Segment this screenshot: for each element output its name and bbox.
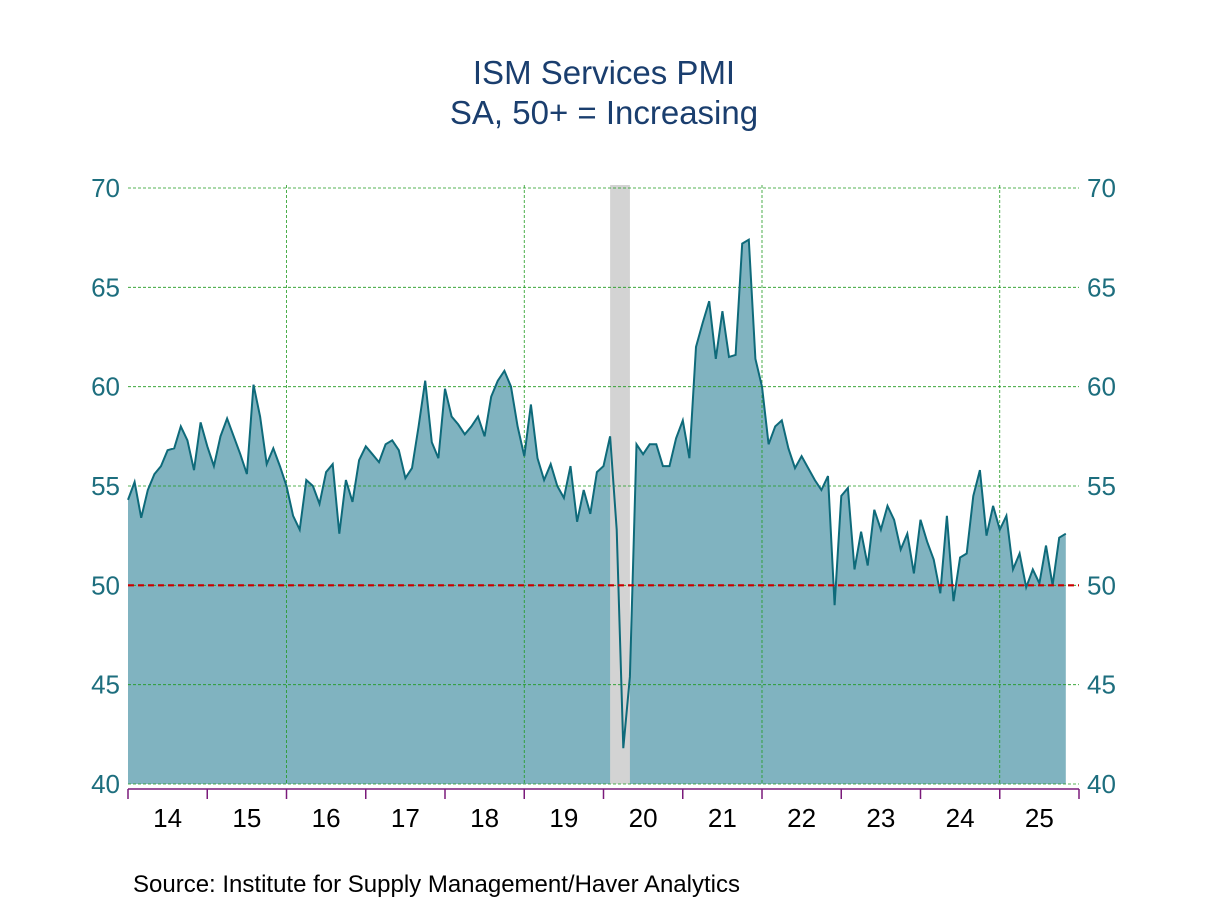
y-tick-label-right: 40: [1087, 769, 1116, 799]
y-tick-label-left: 50: [91, 570, 120, 600]
y-tick-label-right: 60: [1087, 372, 1116, 402]
x-tick-label: 23: [866, 803, 895, 833]
x-tick-label: 17: [391, 803, 420, 833]
y-tick-label-left: 55: [91, 471, 120, 501]
x-tick-label: 24: [946, 803, 975, 833]
y-tick-label-right: 65: [1087, 272, 1116, 302]
y-tick-label-left: 70: [91, 173, 120, 203]
x-tick-label: 14: [153, 803, 182, 833]
recession-band: [610, 185, 630, 784]
x-tick-label: 19: [549, 803, 578, 833]
series-area: [128, 239, 1066, 784]
x-tick-label: 15: [232, 803, 261, 833]
x-tick-label: 25: [1025, 803, 1054, 833]
chart-subtitle: SA, 50+ = Increasing: [449, 94, 759, 131]
y-tick-label-right: 45: [1087, 670, 1116, 700]
source-note: Source: Institute for Supply Management/…: [133, 871, 740, 898]
y-tick-label-left: 40: [91, 769, 120, 799]
x-tick-label: 16: [312, 803, 341, 833]
y-tick-label-left: 60: [91, 372, 120, 402]
y-tick-label-left: 65: [91, 272, 120, 302]
y-tick-label-left: 45: [91, 670, 120, 700]
x-tick-label: 21: [708, 803, 737, 833]
y-tick-label-right: 70: [1087, 173, 1116, 203]
x-tick-label: 22: [787, 803, 816, 833]
y-tick-label-right: 50: [1087, 570, 1116, 600]
x-tick-label: 18: [470, 803, 499, 833]
series-line: [127, 238, 1067, 749]
y-tick-label-right: 55: [1087, 471, 1116, 501]
x-tick-label: 20: [629, 803, 658, 833]
chart-title: ISM Services PMI: [472, 54, 736, 91]
